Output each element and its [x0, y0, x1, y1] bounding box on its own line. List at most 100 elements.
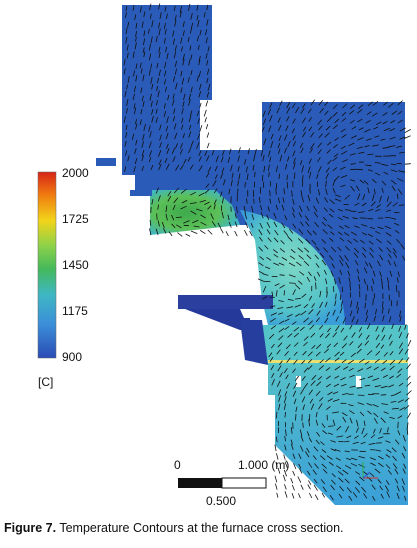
velocity-arrow	[349, 385, 356, 388]
velocity-arrow	[287, 333, 293, 338]
velocity-arrow	[380, 138, 386, 141]
velocity-arrow	[381, 180, 387, 186]
velocity-arrow	[308, 492, 313, 499]
velocity-arrow	[262, 285, 267, 293]
velocity-arrow	[258, 246, 263, 252]
velocity-arrow	[338, 477, 344, 483]
velocity-arrow	[342, 416, 347, 423]
velocity-arrow	[244, 212, 248, 220]
velocity-arrow	[364, 340, 370, 346]
velocity-arrow	[381, 403, 388, 405]
velocity-arrow	[285, 374, 289, 380]
velocity-arrow	[364, 384, 371, 387]
velocity-arrow	[262, 296, 268, 300]
velocity-arrow	[180, 37, 183, 44]
velocity-arrow	[311, 345, 316, 350]
velocity-arrow	[148, 125, 151, 132]
velocity-arrow	[155, 100, 158, 106]
velocity-arrow	[273, 237, 279, 243]
velocity-arrow	[357, 118, 363, 123]
velocity-arrow	[374, 135, 380, 138]
velocity-arrow	[183, 220, 190, 224]
velocity-arrow	[335, 316, 339, 322]
velocity-arrow	[399, 151, 405, 154]
velocity-arrow	[371, 285, 373, 292]
velocity-arrow	[285, 125, 289, 131]
velocity-arrow	[339, 237, 345, 242]
velocity-arrow	[139, 6, 142, 13]
velocity-arrow	[172, 99, 175, 106]
velocity-arrow	[124, 140, 127, 147]
velocity-arrow	[166, 143, 169, 149]
velocity-arrow	[277, 342, 283, 348]
velocity-arrow	[356, 146, 364, 149]
velocity-arrow	[342, 393, 349, 395]
velocity-arrow	[297, 476, 302, 483]
velocity-arrow	[332, 399, 340, 402]
velocity-arrow	[174, 132, 178, 140]
velocity-arrow	[133, 166, 136, 173]
velocity-arrow	[342, 469, 349, 475]
velocity-arrow	[346, 457, 352, 461]
velocity-arrow	[294, 304, 302, 308]
velocity-arrow	[143, 38, 146, 46]
velocity-arrow	[172, 93, 175, 100]
velocity-arrow	[258, 196, 261, 204]
velocity-arrow	[269, 305, 276, 308]
colorbar-tick-1725: 1725	[62, 212, 89, 226]
velocity-arrow	[253, 198, 255, 204]
velocity-arrow	[126, 44, 129, 51]
velocity-arrow	[227, 214, 230, 221]
velocity-arrow	[270, 364, 275, 371]
velocity-arrow	[291, 492, 295, 499]
velocity-arrow	[356, 109, 363, 114]
velocity-arrow	[353, 247, 360, 254]
velocity-arrow	[372, 428, 376, 434]
velocity-arrow	[382, 359, 388, 365]
velocity-arrow	[373, 188, 376, 195]
velocity-arrow	[369, 226, 375, 230]
velocity-arrow	[279, 248, 286, 253]
velocity-arrow	[269, 102, 273, 109]
velocity-arrow	[391, 185, 396, 192]
velocity-arrow	[204, 150, 208, 156]
velocity-arrow	[308, 389, 313, 395]
velocity-arrow	[349, 410, 355, 415]
velocity-arrow	[404, 348, 409, 355]
velocity-arrow	[393, 261, 397, 267]
velocity-arrow	[298, 228, 304, 235]
velocity-arrow	[307, 194, 311, 202]
velocity-arrow	[315, 343, 322, 350]
velocity-arrow	[157, 90, 160, 98]
velocity-arrow	[374, 468, 381, 474]
velocity-arrow	[383, 127, 391, 132]
velocity-arrow	[404, 405, 410, 410]
velocity-arrow	[221, 167, 225, 173]
velocity-arrow	[379, 427, 382, 434]
velocity-arrow	[161, 221, 165, 229]
velocity-arrow	[315, 282, 317, 290]
velocity-arrow	[394, 478, 399, 484]
velocity-arrow	[172, 204, 176, 211]
velocity-arrow	[356, 185, 360, 191]
velocity-arrow	[284, 444, 287, 451]
velocity-arrow	[244, 159, 247, 165]
velocity-arrow	[402, 485, 405, 492]
velocity-arrow	[318, 325, 324, 330]
velocity-arrow	[302, 126, 307, 132]
velocity-arrow	[403, 446, 407, 452]
velocity-arrow	[292, 207, 295, 213]
velocity-arrow	[349, 374, 355, 378]
velocity-arrow	[348, 367, 354, 372]
velocity-arrow	[381, 187, 384, 193]
velocity-arrow	[356, 268, 360, 274]
velocity-arrow	[380, 385, 388, 389]
velocity-arrow	[279, 284, 285, 289]
velocity-arrow	[293, 398, 297, 405]
velocity-arrow	[396, 492, 400, 500]
velocity-arrow	[308, 359, 313, 364]
velocity-arrow	[252, 164, 255, 171]
velocity-arrow	[213, 188, 218, 194]
velocity-arrow	[387, 470, 392, 475]
velocity-arrow	[305, 451, 310, 458]
